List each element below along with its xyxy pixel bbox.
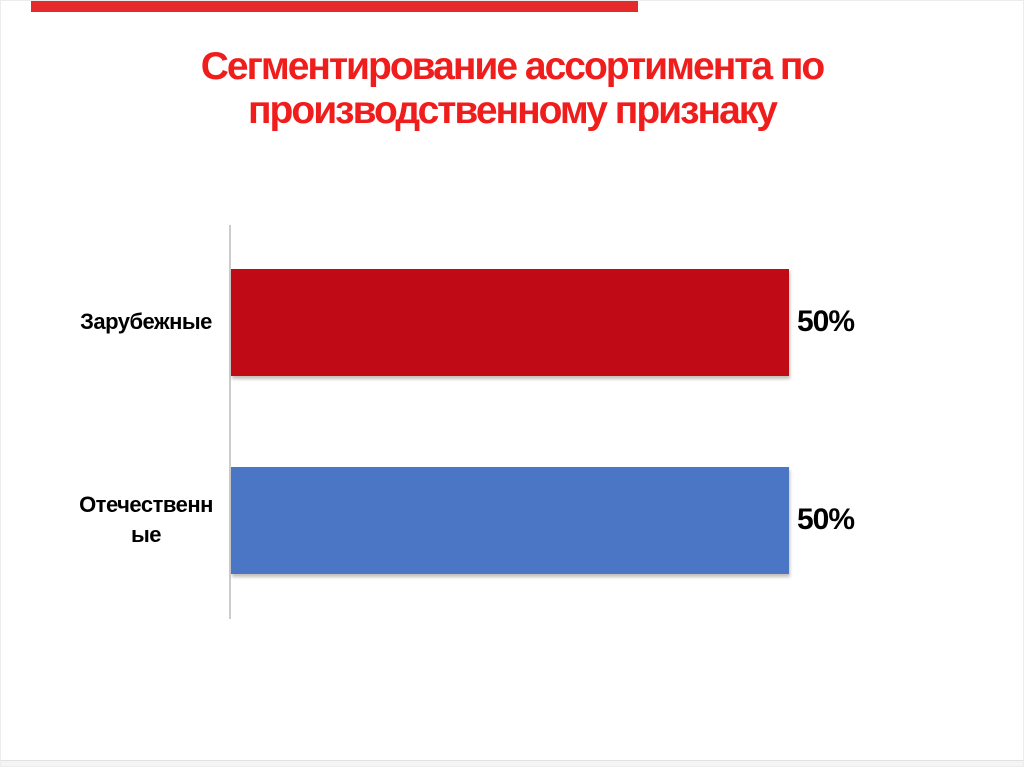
bar-foreign (231, 269, 789, 376)
category-label-domestic: Отечественн ые (79, 492, 213, 547)
player-progress-bar (31, 1, 638, 12)
slide-bottom-border (1, 760, 1023, 766)
value-label-foreign: 50% (797, 305, 855, 338)
slide-title-line-2: производственному признаку (248, 89, 778, 132)
slide-title-line-1: Сегментирование ассортимента по (200, 45, 826, 88)
category-axis-line (229, 225, 231, 619)
bar-domestic (231, 467, 789, 574)
category-label-foreign: Зарубежные (80, 309, 212, 334)
value-label-domestic: 50% (797, 503, 855, 536)
slide-title: Сегментирование ассортимента по производ… (1, 45, 1023, 133)
